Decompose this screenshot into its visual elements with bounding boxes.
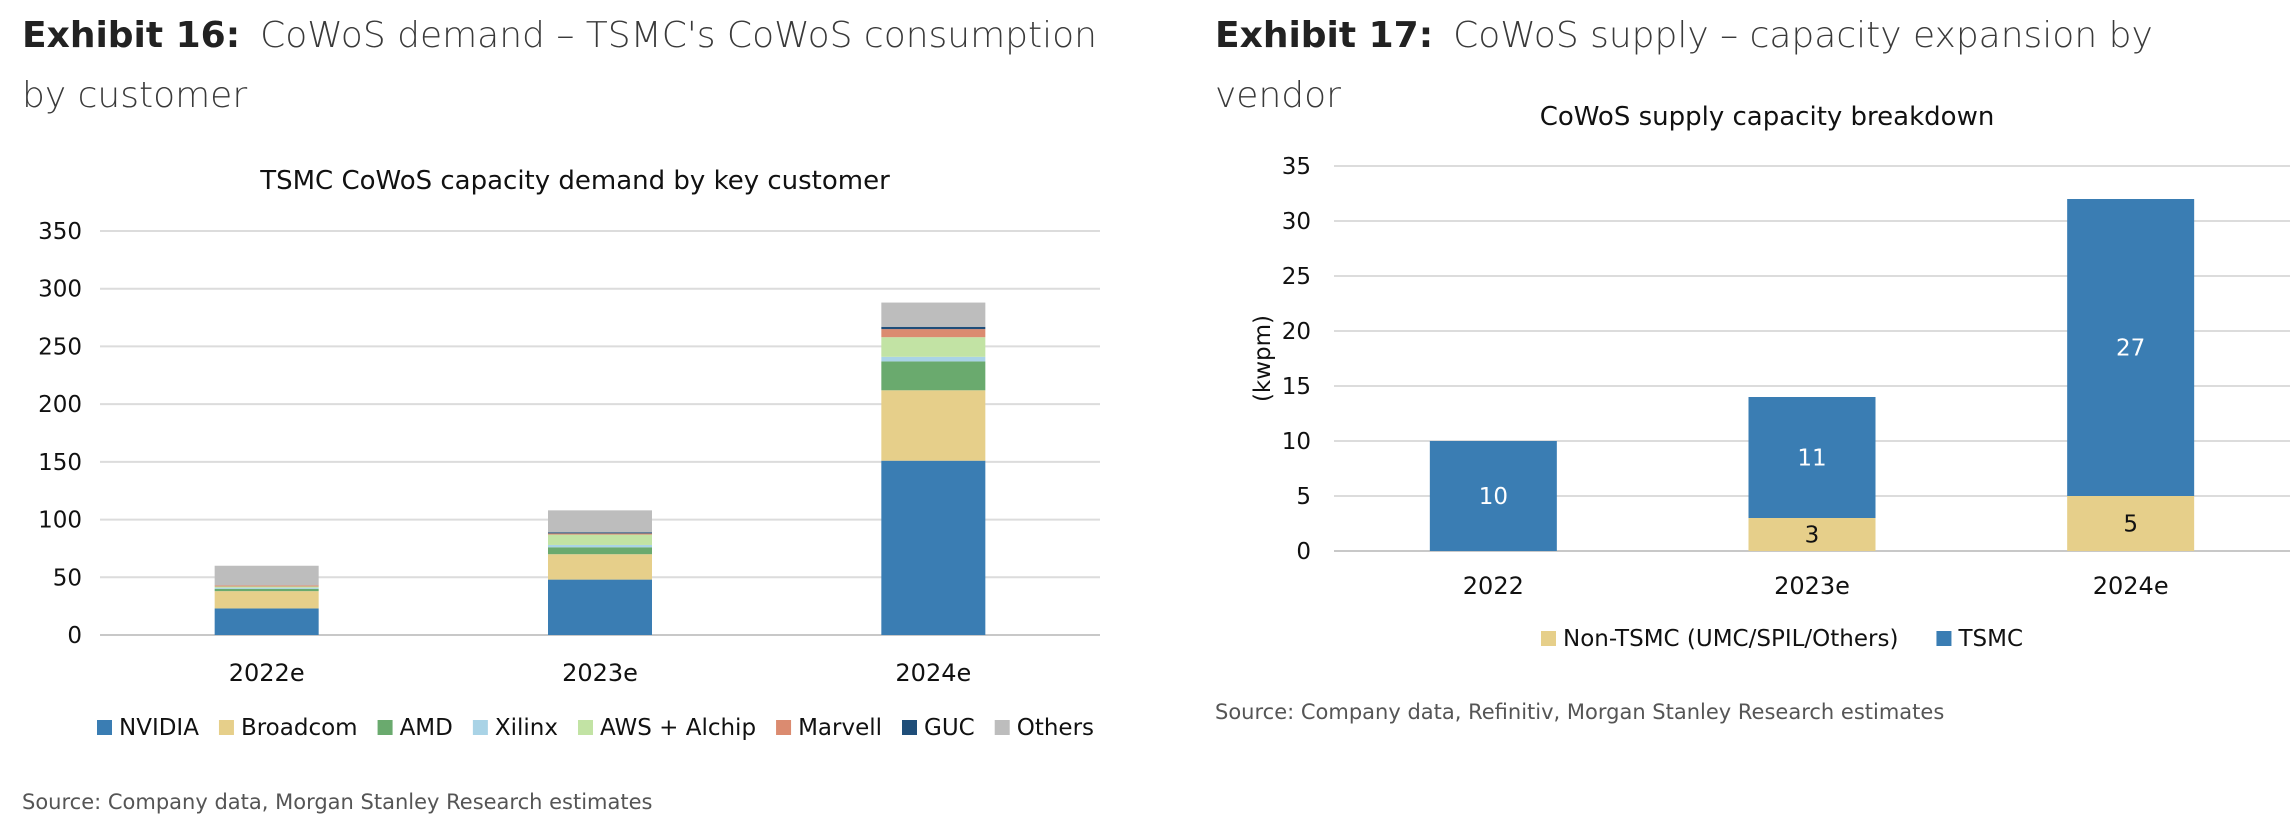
demand-bar-marvell xyxy=(548,533,652,535)
demand-bar-amd xyxy=(548,547,652,555)
supply-y-tick-label: 15 xyxy=(1282,374,1311,400)
demand-bar-marvell xyxy=(881,329,986,338)
demand-legend-swatch xyxy=(218,720,234,735)
supply-legend-label: TSMC xyxy=(1957,626,2023,652)
demand-legend-label: Broadcom xyxy=(241,715,358,741)
demand-bar-guc xyxy=(548,532,652,534)
demand-bar-nvidia xyxy=(881,460,986,635)
supply-x-category-label: 2022 xyxy=(1463,572,1524,600)
demand-y-tick-label: 100 xyxy=(38,508,82,534)
demand-chart: TSMC CoWoS capacity demand by key custom… xyxy=(38,166,1100,741)
demand-y-tick-label: 150 xyxy=(38,450,82,476)
demand-bar-marvell xyxy=(214,585,319,587)
demand-legend-swatch xyxy=(776,720,792,735)
supply-y-tick-label: 5 xyxy=(1296,484,1311,510)
demand-bar-nvidia xyxy=(214,608,319,635)
demand-bar-xilinx xyxy=(214,587,319,589)
demand-y-tick-label: 50 xyxy=(53,565,82,591)
demand-bar-xilinx xyxy=(548,544,652,548)
demand-legend-label: Others xyxy=(1017,715,1094,741)
supply-bar-non-tsmc-umc-spil-others- xyxy=(2067,496,2195,551)
demand-bar-others xyxy=(214,565,319,586)
demand-x-category-label: 2022e xyxy=(229,659,305,687)
supply-y-axis-title: (kwpm) xyxy=(1250,315,1276,402)
supply-y-tick-label: 30 xyxy=(1282,209,1311,235)
demand-legend-label: Xilinx xyxy=(495,715,558,741)
demand-bar-broadcom xyxy=(881,390,986,461)
supply-legend-swatch xyxy=(1541,631,1556,646)
demand-bar-amd xyxy=(214,588,319,592)
supply-bar-tsmc xyxy=(2067,199,2195,496)
demand-x-category-label: 2024e xyxy=(895,659,971,687)
supply-x-category-label: 2024e xyxy=(2093,572,2169,600)
demand-bar-aws-alchip xyxy=(881,337,986,357)
supply-data-label: 10 xyxy=(1479,484,1508,510)
demand-bar-aws-alchip xyxy=(214,586,319,588)
exhibit-17-source: Source: Company data, Refinitiv, Morgan … xyxy=(1215,700,1945,724)
demand-bar-guc xyxy=(881,326,986,330)
exhibit-16-title: CoWoS demand – TSMC's CoWoS consumption … xyxy=(22,15,1097,116)
demand-legend-label: AMD xyxy=(400,715,453,741)
exhibit-17-heading: Exhibit 17: CoWoS supply – capacity expan… xyxy=(1215,6,2275,126)
supply-data-label: 3 xyxy=(1805,523,1820,549)
demand-bar-others xyxy=(548,510,652,533)
demand-legend-label: Marvell xyxy=(798,715,882,741)
demand-legend-label: NVIDIA xyxy=(119,715,199,741)
supply-y-tick-label: 0 xyxy=(1296,539,1311,565)
supply-data-label: 5 xyxy=(2123,512,2138,538)
demand-legend-label: GUC xyxy=(924,715,975,741)
supply-chart: CoWoS supply capacity breakdown051015202… xyxy=(1250,102,2290,652)
demand-legend-swatch xyxy=(578,720,593,735)
demand-chart-title: TSMC CoWoS capacity demand by key custom… xyxy=(259,166,890,196)
supply-data-label: 11 xyxy=(1797,446,1826,472)
demand-legend-swatch xyxy=(472,720,488,735)
demand-bar-broadcom xyxy=(548,554,652,580)
demand-legend-label: AWS + Alchip xyxy=(600,715,756,741)
supply-data-label: 27 xyxy=(2116,336,2145,362)
supply-x-category-label: 2023e xyxy=(1774,572,1850,600)
exhibit-16-heading: Exhibit 16: CoWoS demand – TSMC's CoWoS c… xyxy=(22,6,1142,126)
demand-y-tick-label: 200 xyxy=(38,392,82,418)
supply-bar-non-tsmc-umc-spil-others- xyxy=(1748,518,1876,551)
demand-bar-broadcom xyxy=(214,591,319,609)
demand-bar-aws-alchip xyxy=(548,534,652,545)
demand-bar-nvidia xyxy=(548,579,652,635)
demand-x-category-label: 2023e xyxy=(562,659,638,687)
exhibit-17-number: Exhibit 17: xyxy=(1215,15,1434,56)
demand-legend-swatch xyxy=(902,720,917,735)
exhibit-17-title: CoWoS supply – capacity expansion by ven… xyxy=(1215,15,2153,116)
supply-y-tick-label: 10 xyxy=(1282,429,1311,455)
exhibit-16-source: Source: Company data, Morgan Stanley Res… xyxy=(22,790,653,814)
supply-legend-swatch xyxy=(1936,631,1952,646)
supply-y-tick-label: 20 xyxy=(1282,319,1311,345)
demand-legend-swatch xyxy=(994,720,1010,735)
demand-legend-swatch xyxy=(377,720,393,735)
supply-y-tick-label: 25 xyxy=(1282,264,1311,290)
supply-y-tick-label: 35 xyxy=(1282,154,1311,180)
demand-y-tick-label: 300 xyxy=(38,277,82,303)
supply-legend-label: Non-TSMC (UMC/SPIL/Others) xyxy=(1563,626,1898,652)
supply-bar-tsmc xyxy=(1748,397,1876,518)
demand-bar-xilinx xyxy=(881,356,986,362)
exhibit-16-number: Exhibit 16: xyxy=(22,15,241,56)
supply-chart-title: CoWoS supply capacity breakdown xyxy=(1540,102,1995,132)
demand-bar-others xyxy=(881,302,986,327)
demand-y-tick-label: 0 xyxy=(67,623,82,649)
demand-y-tick-label: 250 xyxy=(38,334,82,360)
supply-bar-tsmc xyxy=(1429,441,1557,551)
demand-legend-swatch xyxy=(97,720,112,735)
demand-y-tick-label: 350 xyxy=(38,219,82,245)
demand-bar-amd xyxy=(881,361,986,391)
